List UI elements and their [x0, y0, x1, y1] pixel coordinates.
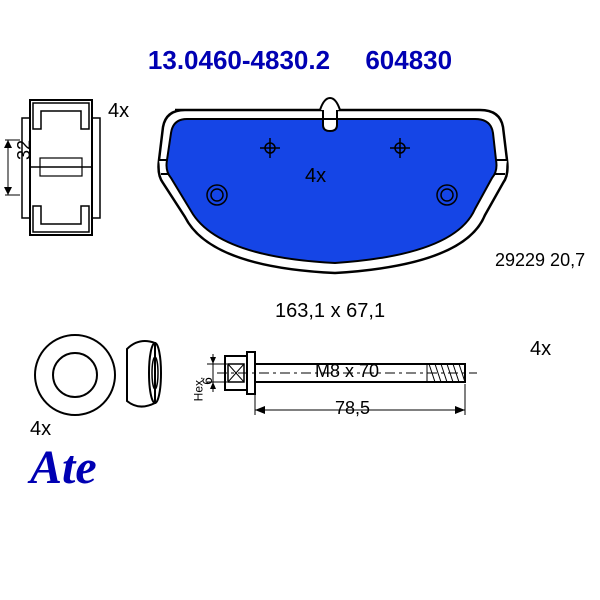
pad-dims: 163,1 x 67,1: [275, 300, 385, 323]
bushing-qty: 4x: [30, 418, 51, 441]
clip-height: 32: [14, 140, 35, 160]
clip-drawing: [4, 100, 100, 235]
bolt-qty: 4x: [530, 338, 551, 361]
bolt-length: 78,5: [335, 398, 370, 419]
pad-qty: 4x: [305, 165, 326, 188]
bolt-spec: M8 x 70: [315, 361, 379, 382]
bushing-drawing: [35, 335, 161, 415]
clip-qty: 4x: [108, 100, 129, 123]
pad-drawing: [159, 98, 508, 273]
bolt-hexsize: 6: [199, 377, 215, 385]
brand-logo: Ate: [30, 440, 97, 495]
pad-code: 29229 20,7: [495, 250, 585, 271]
